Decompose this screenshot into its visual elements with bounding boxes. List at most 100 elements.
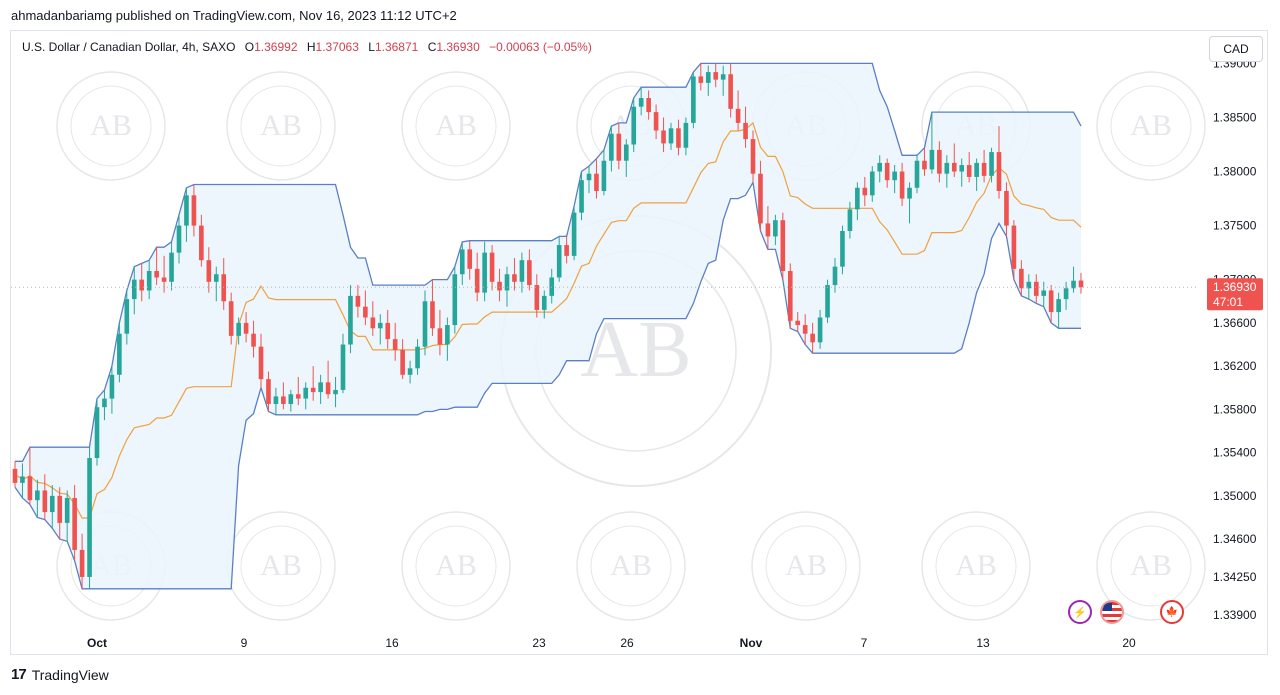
currency-button[interactable]: CAD [1209, 36, 1263, 62]
y-tick-label: 1.35800 [1213, 402, 1257, 416]
candle-body [131, 279, 137, 300]
candle-body [64, 498, 70, 523]
candle [892, 165, 897, 194]
candle [929, 112, 935, 174]
candle [519, 252, 525, 293]
candle-body [527, 260, 532, 286]
candle [124, 290, 130, 345]
candle [400, 339, 405, 380]
candle [363, 290, 368, 326]
candle [862, 176, 868, 207]
candle-body [720, 74, 726, 80]
watermark-seal [751, 511, 861, 621]
x-tick-label: 26 [620, 636, 634, 650]
candle [549, 268, 555, 304]
candle-body [862, 187, 868, 196]
candle-body [20, 476, 25, 483]
candle-body [1078, 280, 1084, 288]
candle [42, 474, 48, 520]
candle-body [623, 144, 629, 161]
candle [1033, 274, 1039, 304]
candle [1071, 266, 1076, 293]
candle [773, 214, 778, 246]
candle-body [1071, 280, 1076, 289]
candle [489, 245, 495, 291]
candle-body [445, 325, 450, 345]
candle-body [228, 301, 234, 336]
candle-body [541, 295, 547, 310]
symbol-legend: U.S. Dollar / Canadian Dollar, 4h, SAXO … [22, 40, 592, 54]
candle [631, 98, 637, 153]
candle-body [370, 317, 376, 329]
candle [191, 184, 197, 237]
y-tick-label: 1.34250 [1213, 570, 1257, 584]
candle-body [206, 260, 212, 282]
candle-body [258, 346, 264, 380]
candle-body [728, 74, 733, 109]
candle [907, 182, 912, 224]
candle-body [534, 285, 540, 310]
candle-body [691, 76, 696, 123]
candle-body [497, 281, 502, 291]
candles-layer[interactable] [12, 63, 1084, 589]
candle [802, 314, 808, 345]
candle [154, 247, 159, 286]
candle-body [869, 171, 875, 196]
candle [49, 485, 55, 529]
candle-body [892, 171, 897, 181]
candle [691, 72, 696, 129]
candle-body [325, 382, 331, 395]
brand-name: TradingView [31, 666, 109, 683]
candle [534, 274, 540, 318]
candle-body [430, 301, 435, 329]
candle-body [437, 328, 443, 345]
candle-body [765, 223, 771, 237]
candle [206, 247, 212, 293]
candle-body [407, 368, 413, 375]
candle [131, 266, 137, 315]
candle [1078, 272, 1084, 294]
candle-body [817, 317, 823, 343]
price-chart[interactable]: AB AB 1.390001.385001.380001.375001.3700… [11, 31, 1269, 656]
candle [609, 126, 614, 172]
candle [616, 122, 622, 170]
upper-band-line [15, 62, 1082, 462]
candle [64, 490, 70, 542]
candle [325, 360, 331, 399]
candle [720, 65, 726, 96]
x-tick-label: 20 [1122, 636, 1136, 650]
candle [1063, 281, 1069, 310]
candle [676, 119, 681, 156]
candle [213, 266, 219, 302]
candle-body [102, 398, 107, 408]
candle-body [146, 271, 152, 291]
x-tick-label: 16 [385, 636, 399, 650]
candle-body [773, 220, 778, 237]
chart-frame: AB AB 1.390001.385001.380001.375001.3700… [10, 30, 1268, 655]
candle [27, 447, 33, 505]
candle [646, 90, 651, 120]
candle-body [899, 171, 905, 199]
candle-body [609, 133, 614, 161]
candle [817, 309, 823, 349]
watermark-seal [226, 71, 336, 181]
candle [825, 279, 830, 323]
candle [974, 158, 979, 191]
candle-body [653, 112, 659, 131]
candle-body [340, 344, 346, 390]
x-tick-label: 23 [532, 636, 546, 650]
canada-flag-icon[interactable]: 🍁 [1160, 600, 1184, 624]
candle-body [169, 252, 174, 282]
x-tick-label: 13 [976, 636, 990, 650]
candle-body [124, 299, 130, 334]
footer-brand[interactable]: 17 TradingView [11, 666, 109, 683]
candle-body [877, 162, 883, 172]
channel-fill [15, 63, 1081, 589]
us-flag-icon[interactable] [1100, 600, 1124, 624]
candle [1026, 274, 1032, 300]
lightning-icon[interactable]: ⚡ [1068, 600, 1092, 624]
candle [966, 152, 972, 183]
candle-body [452, 274, 458, 326]
candle-body [310, 387, 316, 393]
candle-body [1041, 290, 1047, 296]
